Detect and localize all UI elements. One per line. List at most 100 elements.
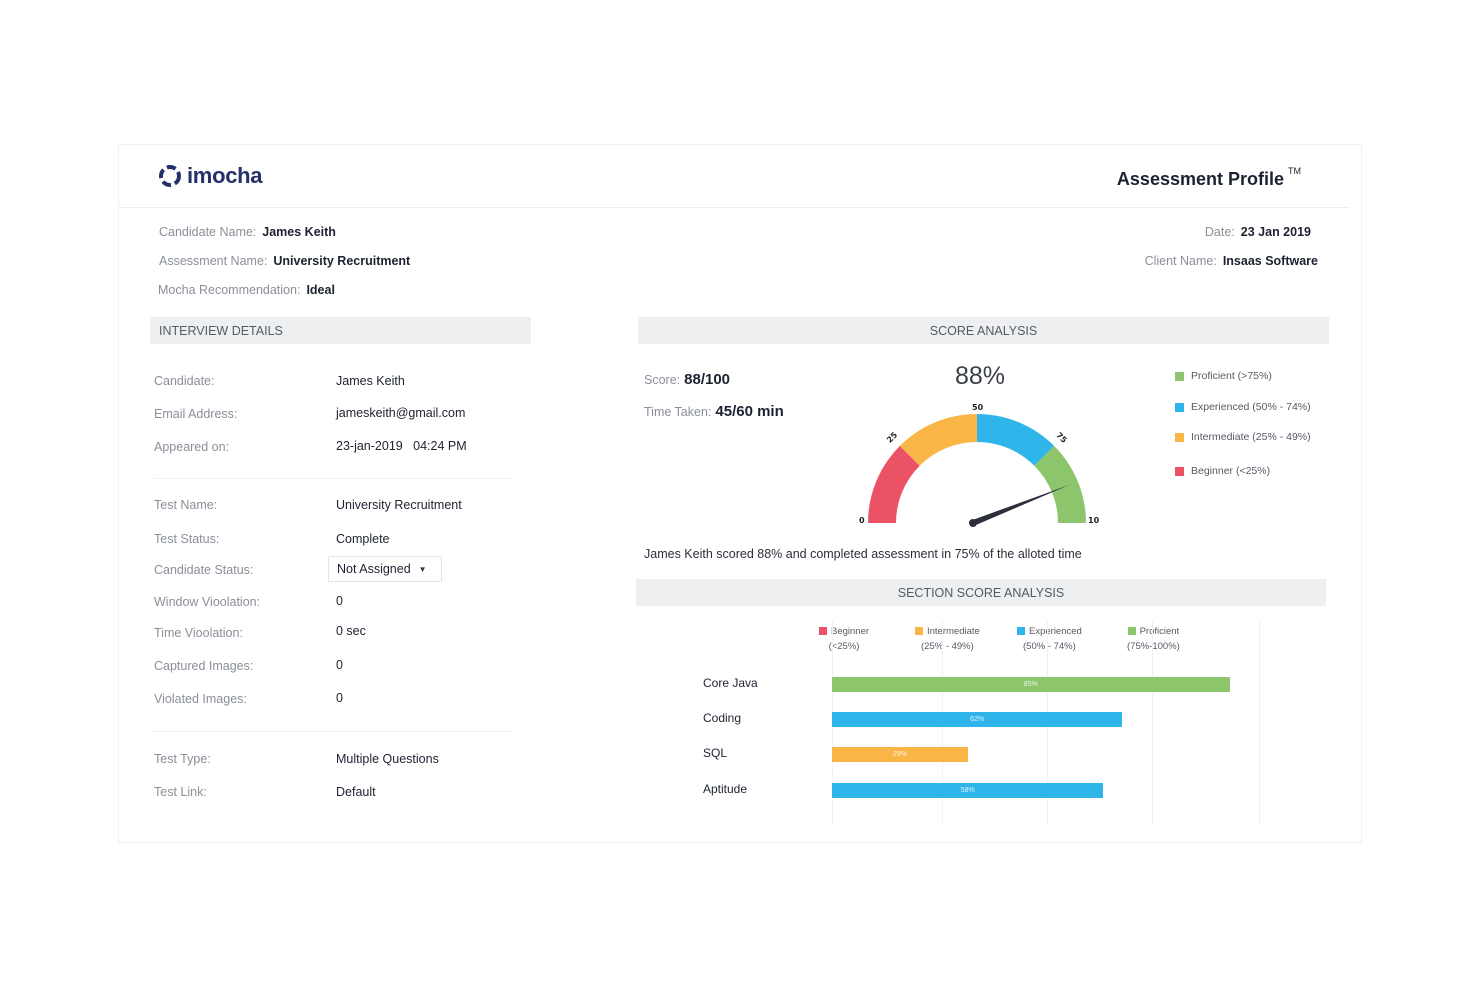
bar-value-label: 85%	[1023, 681, 1038, 688]
score-analysis-title: SCORE ANALYSIS	[929, 323, 1038, 338]
test-name-label: Test Name:	[154, 498, 218, 512]
section-legend-intermediate-name: Intermediate	[927, 626, 980, 637]
recommendation-label: Mocha Recommendation:	[158, 283, 301, 297]
legend-swatch	[1127, 627, 1136, 635]
time-taken-value: 45/60 min	[715, 403, 784, 420]
assessment-name-label: Assessment Name:	[159, 254, 268, 268]
interview-details-title: INTERVIEW DETAILS	[159, 323, 283, 338]
bar-aptitude: 58%	[832, 783, 1104, 798]
score-percent: 88%	[955, 362, 1006, 390]
gauge-tick-50: 50	[972, 403, 984, 412]
score-analysis-header: SCORE ANALYSIS	[638, 317, 1329, 344]
header-bar: imocha Assessment Profile TM	[119, 145, 1349, 208]
client-value: Insaas Software	[1222, 254, 1318, 268]
bar-sql: 29%	[832, 747, 968, 762]
date-value: 23 Jan 2019	[1240, 225, 1311, 239]
legend-beginner: Beginner (<25%)	[1175, 465, 1270, 477]
date-label: Date:	[1204, 225, 1235, 239]
gauge-tick-100: 100	[1088, 516, 1099, 525]
section-legend-name: Experienced	[1017, 624, 1082, 639]
bar-core-java: 85%	[832, 677, 1230, 692]
email-label: Email Address:	[154, 407, 238, 421]
candidate-status-dropdown[interactable]: Not Assigned ▼	[328, 556, 442, 582]
page-title-text: Assessment Profile	[1116, 169, 1284, 189]
caret-down-icon: ▼	[418, 564, 427, 574]
legend-label: Experienced (50% - 74%)	[1191, 401, 1311, 413]
gauge-hub	[969, 519, 977, 527]
section-legend-range: (<25%)	[828, 641, 860, 652]
window-violation-label: Window Vioolation:	[154, 595, 261, 609]
violated-images-value: 0	[336, 691, 343, 705]
section-legend-range: (25% - 49%)	[921, 641, 974, 652]
gauge-segment-intermediate	[899, 414, 977, 466]
legend-experienced: Experienced (50% - 74%)	[1175, 401, 1311, 413]
gauge-needle	[971, 484, 1070, 526]
legend-swatch	[915, 627, 923, 635]
category-label-core-java: Core Java	[703, 676, 758, 690]
recommendation-meta: Mocha Recommendation: Ideal	[158, 283, 335, 297]
test-status-value: Complete	[336, 532, 390, 546]
legend-label: Proficient (>75%)	[1191, 370, 1272, 382]
client-meta: Client Name: Insaas Software	[1145, 254, 1318, 268]
brand-name: imocha	[187, 163, 263, 188]
category-label-coding: Coding	[703, 711, 742, 725]
section-score-title: SECTION SCORE ANALYSIS	[897, 585, 1065, 600]
candidate-name-label: Candidate Name:	[159, 225, 257, 239]
candidate-value: James Keith	[336, 374, 405, 388]
email-value: jameskeith@gmail.com	[336, 406, 466, 420]
section-legend-range: (50% - 74%)	[1023, 641, 1076, 652]
legend-label: Intermediate (25% - 49%)	[1191, 431, 1311, 443]
legend-label: Beginner (<25%)	[1191, 465, 1271, 477]
section-legend-intermediate: Intermediate (25% - 49%)	[915, 624, 980, 654]
assessment-name-meta: Assessment Name: University Recruitment	[159, 254, 410, 268]
candidate-name-value: James Keith	[262, 225, 336, 239]
test-link-value: Default	[336, 785, 376, 799]
grid-line	[1152, 621, 1153, 826]
trademark: TM	[1288, 166, 1301, 176]
score-label: Score:	[644, 373, 681, 387]
time-taken-label: Time Taken:	[644, 405, 712, 419]
assessment-name-value: University Recruitment	[273, 254, 411, 268]
test-status-label: Test Status:	[154, 532, 220, 546]
bar-coding: 62%	[832, 712, 1123, 727]
section-legend-experienced-name: Experienced	[1029, 626, 1082, 637]
date-meta: Date: 23 Jan 2019	[1205, 225, 1311, 239]
gauge-segment-proficient	[1034, 445, 1086, 523]
time-violation-label: Time Vioolation:	[154, 626, 243, 640]
bar-value-label: 58%	[960, 787, 975, 794]
section-legend-beginner-name: Beginner	[831, 626, 870, 637]
section-legend-proficient: Proficient (75%-100%)	[1127, 624, 1180, 654]
legend-proficient: Proficient (>75%)	[1175, 370, 1272, 382]
section-legend-name: Beginner	[819, 624, 869, 639]
gauge-tick-0: 0	[859, 516, 865, 525]
legend-swatch	[1175, 402, 1184, 412]
legend-swatch	[1017, 627, 1025, 635]
candidate-status-label: Candidate Status:	[154, 563, 254, 577]
legend-swatch	[1175, 371, 1184, 381]
bar-value-label: 29%	[892, 751, 907, 758]
score-meta: Score: 88/100	[644, 371, 730, 388]
violated-images-label: Violated Images:	[154, 692, 247, 706]
captured-images-label: Captured Images:	[154, 659, 254, 673]
section-legend-proficient-name: Proficient	[1139, 626, 1180, 637]
gauge-tick-25: 25	[885, 430, 900, 445]
score-summary-text: James Keith scored 88% and completed ass…	[644, 547, 1082, 561]
window-violation-value: 0	[336, 594, 343, 608]
imocha-logo-icon	[159, 165, 181, 187]
candidate-status-value: Not Assigned	[337, 562, 411, 576]
score-value: 88/100	[684, 371, 731, 388]
section-legend-name: Proficient	[1127, 624, 1180, 639]
captured-images-value: 0	[336, 658, 343, 672]
test-name-value: University Recruitment	[336, 498, 462, 512]
legend-swatch	[1175, 466, 1184, 476]
gauge-segment-beginner	[868, 445, 920, 523]
section-legend-beginner: Beginner (<25%)	[819, 624, 869, 654]
assessment-card: imocha Assessment Profile TM Candidate Na…	[118, 144, 1362, 843]
time-taken-meta: Time Taken: 45/60 min	[644, 403, 784, 420]
page-title: Assessment Profile TM	[1116, 166, 1301, 190]
interview-details-header: INTERVIEW DETAILS	[150, 317, 531, 344]
score-gauge: 0 25 50 75 100	[859, 403, 1099, 527]
test-link-label: Test Link:	[154, 785, 207, 799]
recommendation-value: Ideal	[306, 283, 335, 297]
divider	[154, 731, 514, 732]
